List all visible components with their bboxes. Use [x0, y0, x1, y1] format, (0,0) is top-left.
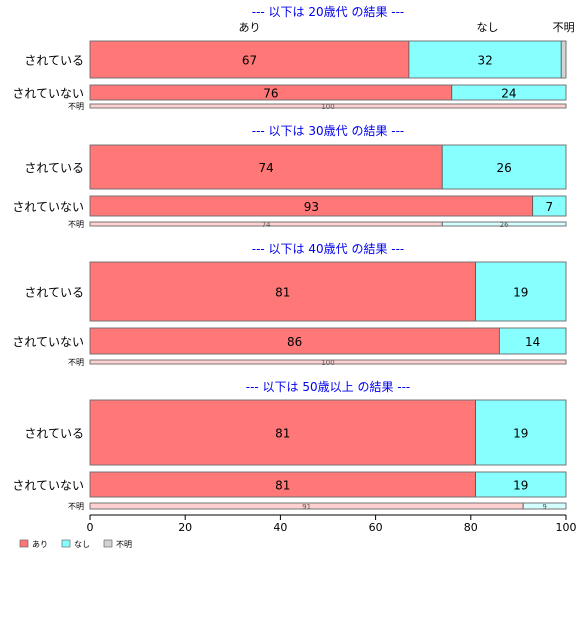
no-segment: [475, 471, 567, 498]
x-axis-tick-label: 80: [464, 521, 478, 534]
legend-label: なし: [74, 540, 90, 549]
panel-title: --- 以下は 30歳代 の結果 ---: [252, 124, 405, 138]
bar-outline: [89, 359, 567, 365]
bar-outline: [89, 502, 567, 510]
panel-title: --- 以下は 50歳以上 の結果 ---: [246, 380, 411, 394]
segment-value-label: 26: [496, 161, 511, 175]
yes-segment: [89, 40, 410, 79]
segment-value-label: 100: [321, 359, 334, 367]
segment-value-label: 93: [304, 200, 319, 214]
segment-value-label: 81: [275, 427, 290, 441]
bar-outline: [89, 40, 567, 79]
row-label: されている: [24, 161, 84, 175]
segment-value-label: 9: [542, 503, 546, 511]
bar-outline: [89, 471, 567, 498]
no-segment: [498, 327, 567, 355]
panel-title: --- 以下は 20歳代 の結果 ---: [252, 5, 405, 19]
row-label: されている: [24, 427, 84, 441]
panel-title: --- 以下は 40歳代 の結果 ---: [252, 242, 405, 256]
row-label: されていない: [12, 200, 84, 214]
row-label: されている: [24, 54, 84, 68]
segment-value-label: 74: [262, 221, 271, 229]
bar-outline: [89, 327, 567, 355]
no-segment: [408, 40, 562, 79]
row-label: 不明: [68, 502, 84, 511]
unknown-segment: [560, 40, 567, 79]
segment-value-label: 86: [287, 335, 302, 349]
row-label: されている: [24, 286, 84, 300]
x-axis-tick-label: 0: [87, 521, 94, 534]
segment-value-label: 7: [546, 200, 554, 214]
legend-label: 不明: [116, 540, 132, 549]
row-label: 不明: [68, 358, 84, 367]
segment-value-label: 24: [501, 87, 516, 101]
segment-value-label: 19: [513, 427, 528, 441]
bar-outline: [89, 195, 567, 217]
category-header-label: あり: [238, 21, 260, 34]
row-label: されていない: [12, 479, 84, 493]
yes-segment: [89, 471, 476, 498]
bar-outline: [89, 144, 567, 190]
segment-value-label: 67: [242, 54, 257, 68]
segment-value-label: 14: [525, 335, 540, 349]
row-label: 不明: [68, 220, 84, 229]
row-label: 不明: [68, 102, 84, 111]
segment-value-label: 19: [513, 286, 528, 300]
row-label: されていない: [12, 335, 84, 349]
bar-outline: [89, 221, 567, 227]
segment-value-label: 26: [500, 221, 509, 229]
bar-outline: [89, 261, 567, 322]
bar-outline: [89, 84, 567, 101]
segment-value-label: 32: [477, 54, 492, 68]
segment-value-label: 19: [513, 479, 528, 493]
segment-value-label: 100: [321, 103, 334, 111]
bar-outline: [89, 399, 567, 466]
legend-swatch: [103, 539, 113, 548]
x-axis-tick-label: 100: [556, 521, 577, 534]
x-axis-tick-label: 60: [369, 521, 383, 534]
row-label: されていない: [12, 87, 84, 101]
category-header-label: なし: [476, 21, 498, 34]
segment-value-label: 76: [263, 87, 278, 101]
bar-outline: [89, 103, 567, 109]
legend-swatch: [61, 539, 71, 548]
legend-swatch: [19, 539, 29, 548]
legend-label: あり: [32, 540, 48, 549]
segment-value-label: 91: [302, 503, 311, 511]
x-axis-tick-label: 20: [178, 521, 192, 534]
segment-value-label: 81: [275, 286, 290, 300]
yes-segment: [89, 327, 500, 355]
x-axis-tick-label: 40: [273, 521, 287, 534]
no-segment: [475, 261, 567, 322]
segment-value-label: 74: [258, 161, 273, 175]
segment-value-label: 81: [275, 479, 290, 493]
category-header-label: 不明: [553, 21, 575, 34]
